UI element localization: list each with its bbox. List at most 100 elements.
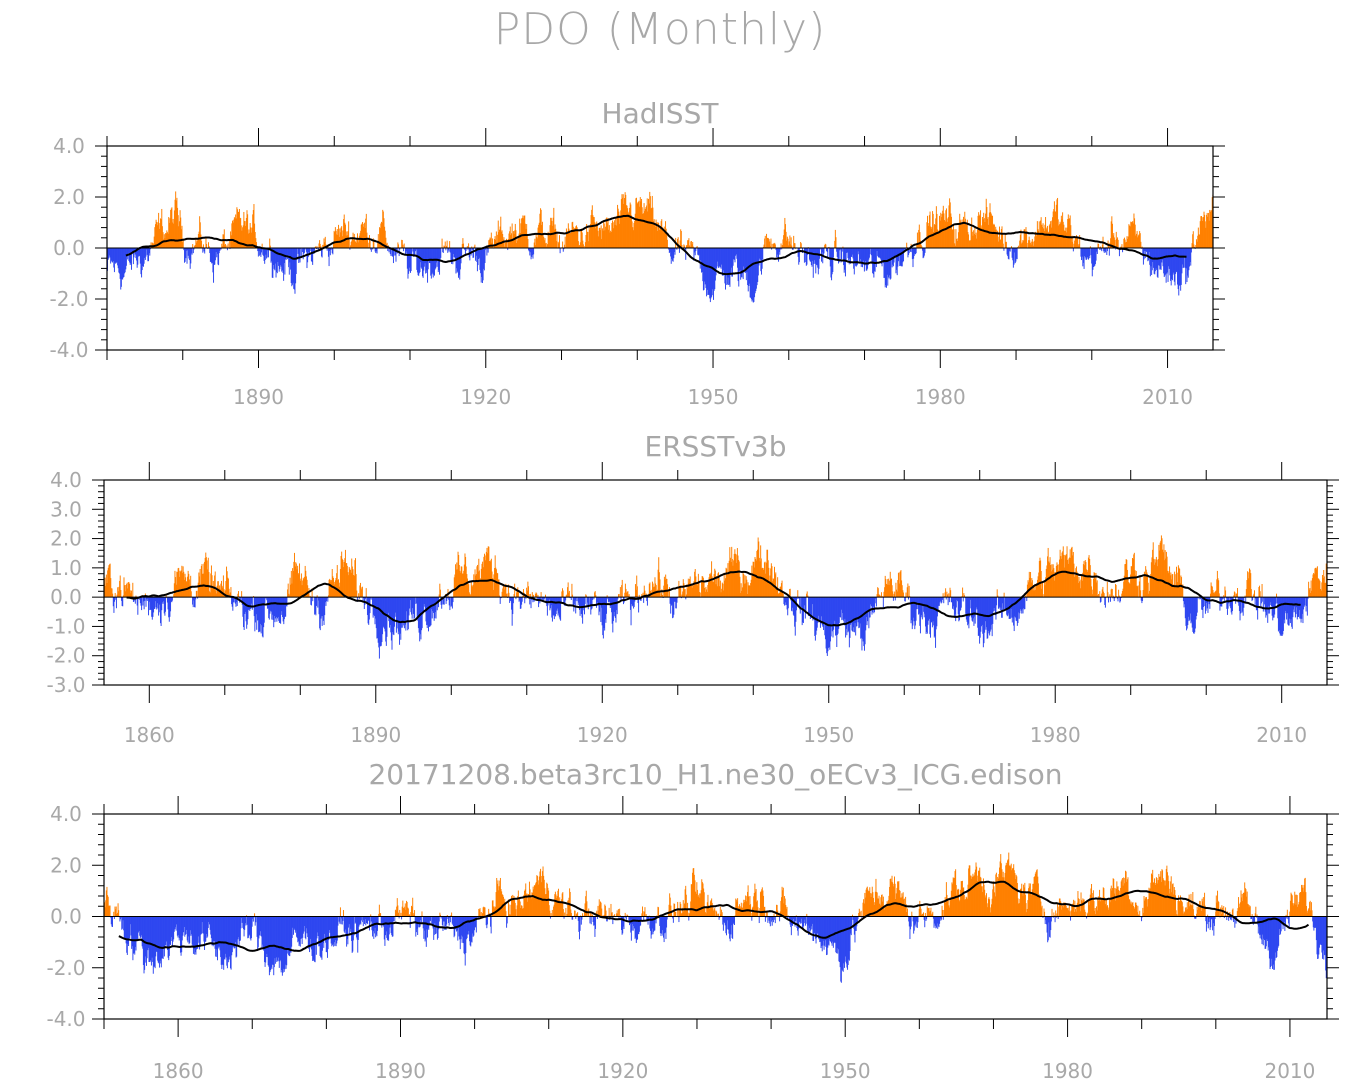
monthly-bar [1101,589,1103,598]
monthly-bar [850,597,852,625]
monthly-bar [114,248,116,263]
monthly-bar [779,248,781,255]
monthly-bar [206,916,208,938]
monthly-bar [628,211,630,248]
monthly-bar [672,916,674,919]
monthly-bar [480,568,482,598]
monthly-bar [478,908,480,917]
monthly-bar [234,597,236,604]
monthly-bar [465,248,467,251]
monthly-bar [562,909,564,917]
monthly-bar [196,916,197,950]
monthly-bar [771,916,773,926]
monthly-bar [878,248,880,258]
monthly-bar [226,566,228,598]
monthly-bar [431,248,433,275]
monthly-bar [468,916,470,931]
monthly-bar [406,901,408,917]
monthly-bar [491,900,493,917]
monthly-bar [606,597,608,614]
monthly-bar [401,597,403,621]
monthly-bar [943,597,945,604]
monthly-bar [553,597,555,620]
monthly-bar [1254,590,1255,598]
monthly-bar [273,248,275,269]
monthly-bar [1064,230,1065,248]
monthly-bar [409,597,411,609]
monthly-bar [698,248,700,255]
monthly-bar [1166,248,1168,273]
monthly-bar [440,916,442,919]
monthly-bar [201,916,203,923]
monthly-bar [401,239,403,248]
monthly-bar [1177,565,1179,598]
monthly-bar [354,240,356,248]
monthly-bar [118,586,120,598]
monthly-bar [706,906,708,917]
monthly-bar [1174,248,1176,286]
monthly-bar [1096,248,1098,254]
monthly-bar [468,584,470,598]
monthly-bar [656,230,658,248]
monthly-bar [1313,574,1315,598]
monthly-bar [703,248,705,290]
monthly-bar [123,916,125,939]
monthly-bar [689,908,691,917]
monthly-bar [866,248,868,271]
monthly-bar [236,597,238,603]
monthly-bar [289,916,291,953]
monthly-bar [815,248,817,265]
monthly-bar [379,913,381,917]
monthly-bar [957,238,959,248]
monthly-bar [317,248,319,250]
monthly-bar [953,597,955,610]
monthly-bar [1319,581,1321,598]
monthly-bar [148,597,150,602]
monthly-bar [293,561,295,598]
monthly-bar [339,916,341,924]
monthly-bar [278,597,280,621]
monthly-bar [932,213,934,248]
monthly-bar [1074,575,1076,598]
monthly-bar [1064,567,1066,598]
monthly-bar [703,582,705,598]
monthly-bar [118,910,120,917]
monthly-bar [510,597,512,602]
monthly-bar [500,216,502,248]
monthly-bar [584,246,586,248]
monthly-bar [1130,574,1132,598]
monthly-bar [699,248,701,264]
monthly-bar [323,238,325,248]
monthly-bar [543,597,545,600]
monthly-bar [1034,231,1036,248]
monthly-bar [558,597,560,618]
monthly-bar [382,209,384,248]
monthly-bar [631,597,633,607]
monthly-bar [259,597,261,632]
monthly-bar [1281,597,1283,636]
monthly-bar [194,597,196,608]
monthly-bar [420,916,422,923]
monthly-bar [385,916,387,936]
monthly-bar [545,242,547,248]
monthly-bar [824,597,826,640]
monthly-bar [874,248,876,272]
monthly-bar [714,570,716,598]
monthly-bar [604,597,606,620]
monthly-bar [464,916,466,966]
monthly-bar [688,582,690,598]
monthly-bar [617,594,619,598]
monthly-bar [665,574,667,598]
monthly-bar [482,913,483,917]
monthly-bar [652,916,654,935]
monthly-bar [594,591,596,598]
monthly-bar [427,597,429,625]
monthly-bar [143,597,144,602]
monthly-bar [945,588,947,598]
monthly-bar [997,595,999,598]
monthly-bar [1230,597,1232,613]
monthly-bar [1308,581,1310,598]
monthly-bar [559,248,561,254]
monthly-bar [197,916,199,937]
monthly-bar [757,549,758,598]
